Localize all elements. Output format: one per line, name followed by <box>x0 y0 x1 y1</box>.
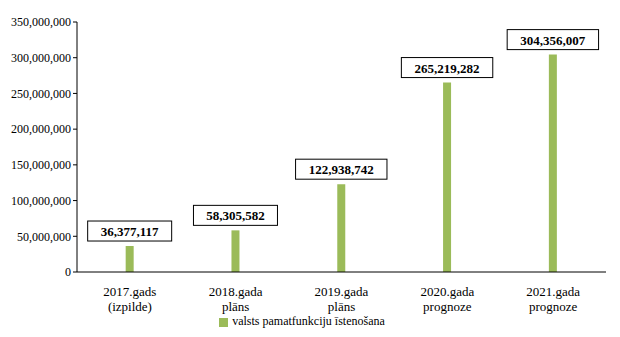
svg-text:2019.gadaplāns: 2019.gadaplāns <box>315 284 369 314</box>
svg-text:58,305,582: 58,305,582 <box>206 208 265 223</box>
svg-text:2020.gadaprognoze: 2020.gadaprognoze <box>420 284 474 314</box>
svg-text:250,000,000: 250,000,000 <box>11 87 71 101</box>
svg-text:300,000,000: 300,000,000 <box>11 51 71 65</box>
svg-text:50,000,000: 50,000,000 <box>17 230 71 244</box>
svg-text:2018.gadaplāns: 2018.gadaplāns <box>209 284 263 314</box>
svg-text:2017.gads(izpilde): 2017.gads(izpilde) <box>103 284 156 314</box>
svg-text:122,938,742: 122,938,742 <box>309 162 374 177</box>
svg-text:0: 0 <box>65 265 71 279</box>
svg-text:265,219,282: 265,219,282 <box>415 61 480 76</box>
svg-text:304,356,007: 304,356,007 <box>520 33 586 48</box>
svg-text:2021.gadaprognoze: 2021.gadaprognoze <box>526 284 580 314</box>
html-text:valsts pamatfunkciju īstenošan: valsts pamatfunkciju īstenošana <box>232 314 385 328</box>
svg-text:150,000,000: 150,000,000 <box>11 158 71 172</box>
svg-text:36,377,117: 36,377,117 <box>101 224 159 239</box>
svg-text:200,000,000: 200,000,000 <box>11 122 71 136</box>
svg-text:100,000,000: 100,000,000 <box>11 194 71 208</box>
svg-text:350,000,000: 350,000,000 <box>11 15 71 29</box>
